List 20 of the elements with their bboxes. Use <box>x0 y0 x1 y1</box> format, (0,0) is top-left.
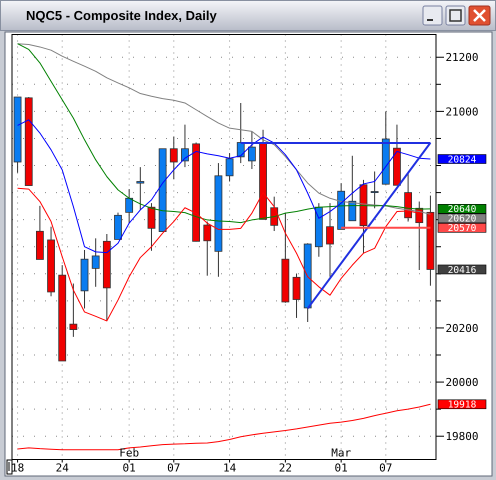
y-tick-label: 21000 <box>445 105 479 118</box>
data-label: 20620 <box>448 214 477 225</box>
x-tick-label: Mar 01 <box>331 446 352 474</box>
y-tick-label: 21200 <box>445 51 479 64</box>
data-label: 20824 <box>448 154 477 166</box>
y-tick-label: 20000 <box>445 376 479 390</box>
x-tick-label: 07 <box>167 462 180 474</box>
x-tick-label: 07 <box>379 462 392 474</box>
y-tick-label: 20200 <box>445 322 479 335</box>
x-tick-label: Feb 01 <box>119 446 140 474</box>
y-tick-label: 19800 <box>445 430 479 444</box>
chart-title: NQC5 - Composite Index, Daily <box>26 8 218 23</box>
text: 20416 <box>448 264 476 276</box>
x-tick-label: 22 <box>278 462 292 474</box>
data-label: 19918 <box>448 400 477 411</box>
x-tick-label: 18 <box>10 462 24 474</box>
data-label: 20640 <box>448 204 477 216</box>
x-tick-label: 24 <box>56 462 70 474</box>
x-tick-label: 14 <box>222 462 237 474</box>
data-label: 20570 <box>448 223 477 234</box>
